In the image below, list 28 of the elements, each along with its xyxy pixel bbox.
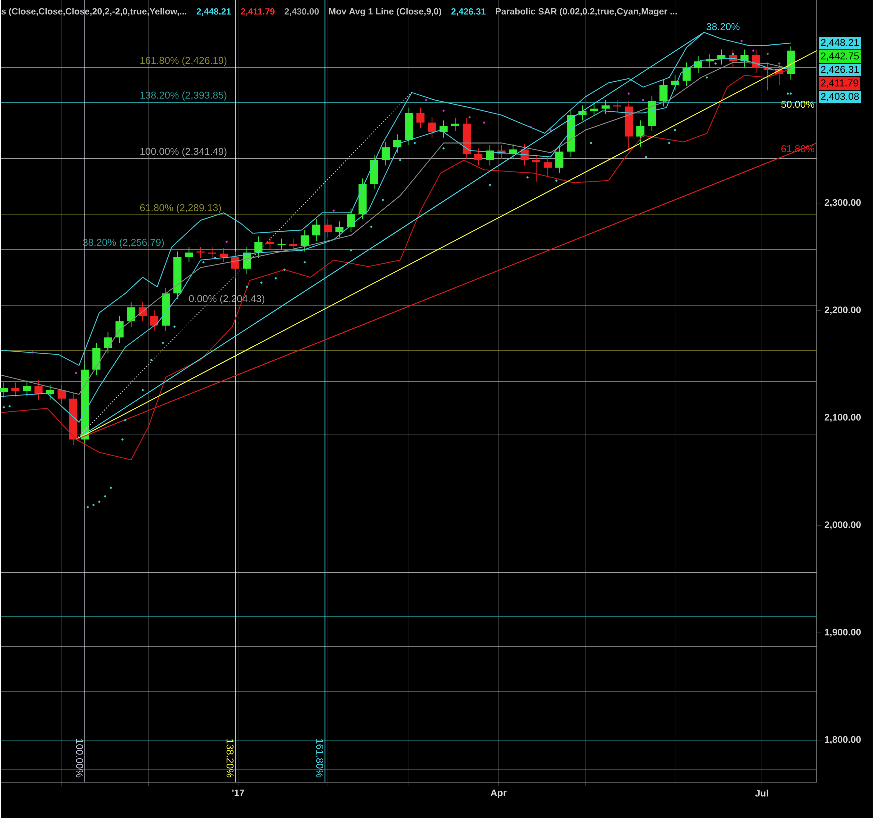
series-label: 38.20% [706, 23, 740, 30]
y-tick-label: 2,300.00 [824, 199, 861, 208]
text: 2,448.21 [821, 39, 860, 48]
y-tick-label: 2,100.00 [824, 414, 861, 422]
ref-line-label: 100.00% (2,341.49) [140, 148, 227, 157]
annotation: 2,448.21 [196, 8, 232, 16]
ref-line-label: 138.20% [226, 739, 234, 778]
x-tick-label: '17 [232, 790, 244, 796]
ref-line-label: 161.80% [316, 739, 324, 778]
y-tick-label: 1,800.00 [825, 736, 861, 744]
text: 2,411.79 [821, 80, 858, 88]
text: 2,426.31 [821, 66, 860, 74]
y-tick-label: 2,000.00 [824, 521, 861, 530]
annotation: 2,411.79 [241, 8, 275, 16]
text: 2,442.75 [821, 52, 860, 61]
ref-line-label: 100.00% [76, 739, 84, 778]
annotation: Mov Avg 1 Line (Close,9,0) [329, 8, 442, 16]
text: 2,403.08 [821, 93, 860, 102]
y-tick-label: 2,200.00 [824, 306, 861, 315]
ref-line-label: 61.80% (2,289.13) [140, 204, 222, 214]
x-tick-label: Apr [490, 790, 507, 798]
annotation: Parabolic SAR (0.02,0.2,true,Cyan,Mager ... [496, 8, 678, 16]
ref-line-label: 138.20% (2,393.85) [140, 91, 227, 101]
ref-line-label: 161.80% (2,426.19) [140, 56, 227, 66]
x-tick-label: Jul [755, 790, 768, 797]
annotation: 2,426.31 [452, 8, 486, 16]
y-tick-label: 1,900.00 [825, 628, 861, 637]
annotation: 2,430.00 [284, 8, 320, 16]
